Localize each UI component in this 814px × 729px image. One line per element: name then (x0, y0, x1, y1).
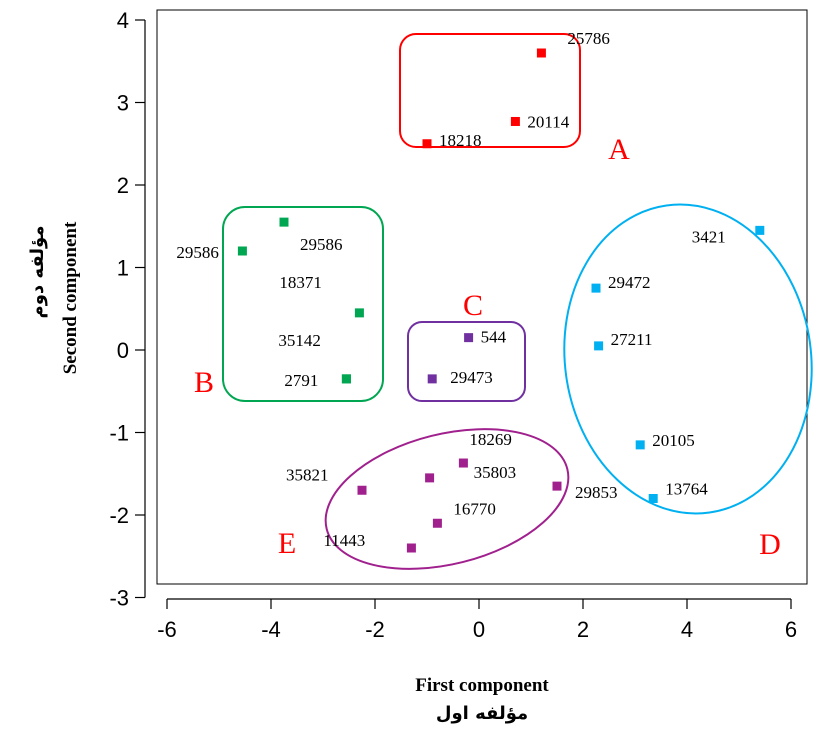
point-label: 11443 (323, 531, 365, 550)
data-point (635, 440, 645, 450)
data-point (755, 225, 765, 235)
data-point (432, 518, 442, 528)
group-label-d: D (759, 528, 781, 561)
data-point (422, 139, 432, 149)
group-label-b: B (194, 366, 214, 399)
axes: -6 -4 -2 0 2 4 6 -3 -2 -1 0 1 2 3 4 (109, 8, 797, 642)
y-tick-label: -3 (109, 586, 129, 611)
data-point (341, 374, 351, 384)
x-tick-label: 6 (785, 617, 797, 642)
data-point (648, 494, 658, 503)
point-label: 20114 (527, 112, 569, 131)
group-c-box (407, 321, 526, 402)
point-label: 29472 (608, 273, 651, 292)
point-label: 35142 (278, 331, 321, 350)
x-tick-label: 4 (681, 617, 693, 642)
point-label: 29853 (575, 483, 618, 502)
group-label-c: C (463, 289, 483, 322)
data-point (458, 458, 468, 468)
data-point (279, 217, 289, 227)
point-label: 29586 (176, 243, 219, 262)
point-label: 35821 (286, 465, 329, 484)
group-letters: A B C D E (194, 133, 781, 561)
point-label: 18218 (439, 131, 482, 150)
group-label-e: E (278, 527, 296, 560)
point-label: 2791 (284, 371, 318, 390)
x-axis-title-fa: مؤلفه اول (436, 703, 528, 724)
y-tick-label: 3 (117, 91, 129, 116)
point-label: 18269 (469, 430, 512, 449)
x-tick-label: 2 (577, 617, 589, 642)
y-tick-label: 1 (117, 256, 129, 281)
y-axis-title: Second component (60, 221, 81, 374)
point-label: 25786 (567, 29, 610, 48)
group-d-ellipse (563, 203, 813, 515)
y-tick-label: 4 (117, 8, 129, 33)
x-tick-label: -4 (261, 617, 281, 642)
data-point (464, 333, 474, 343)
point-label: 16770 (453, 499, 496, 518)
data-points (237, 48, 765, 553)
plot-frame (156, 9, 808, 585)
group-b-box (222, 206, 384, 402)
y-tick-label: -2 (109, 503, 129, 528)
x-axis-title: First component (415, 675, 549, 696)
data-point (425, 473, 435, 483)
point-labels: 25786 20114 18218 29586 29586 18371 35142 2791 5… (176, 29, 725, 550)
data-point (591, 283, 601, 293)
data-point (237, 246, 247, 256)
y-tick-label: 2 (117, 173, 129, 198)
data-point (406, 543, 416, 553)
data-point (536, 48, 546, 58)
data-point (552, 481, 562, 491)
point-label: 29473 (450, 368, 493, 387)
point-label: 35803 (474, 463, 516, 482)
x-tick-label: 0 (473, 617, 485, 642)
x-tick-label: -6 (157, 617, 177, 642)
data-point (427, 374, 437, 384)
point-label: 20105 (652, 431, 695, 450)
group-a-box (399, 33, 581, 148)
point-label: 18371 (279, 273, 322, 292)
group-label-a: A (608, 133, 630, 166)
y-tick-label: 0 (117, 338, 129, 363)
y-axis-title-fa: مؤلفه دوم (27, 226, 48, 319)
point-label: 27211 (611, 330, 653, 349)
data-point (594, 341, 604, 351)
data-point (357, 485, 367, 495)
point-label: 29586 (300, 235, 343, 254)
point-label: 13764 (665, 480, 708, 499)
point-label: 3421 (692, 227, 726, 246)
point-label: 544 (481, 328, 507, 347)
data-point (354, 308, 364, 318)
group-enclosures (222, 33, 813, 570)
group-e-ellipse (324, 428, 570, 570)
x-tick-label: -2 (365, 617, 385, 642)
y-tick-label: -1 (109, 421, 129, 446)
data-point (510, 116, 520, 126)
